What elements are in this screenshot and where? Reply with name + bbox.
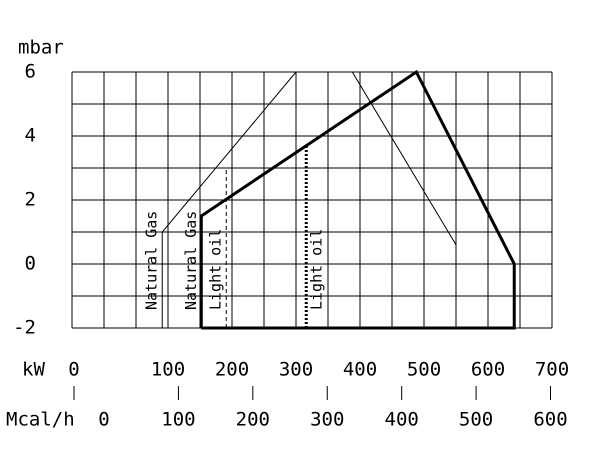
- x-tick-label: 400: [343, 359, 377, 381]
- y-tick-label: 2: [25, 189, 36, 211]
- x2-tick-label: 200: [236, 409, 270, 431]
- series-label: Light oil: [207, 229, 225, 310]
- y-tick-label: -2: [13, 317, 36, 339]
- series-label: Natural Gas: [182, 211, 200, 310]
- x-tick-label: 200: [215, 359, 249, 381]
- x-origin-label: 0: [68, 359, 79, 381]
- x2-tick-label: 400: [385, 409, 419, 431]
- x2-tick-label: 100: [161, 409, 195, 431]
- x2-axis-label: Mcal/h: [6, 409, 75, 431]
- working-field-line: [199, 69, 516, 330]
- x2-tick-label: 300: [310, 409, 344, 431]
- x2-tick-label: 600: [533, 409, 567, 431]
- y-tick-label: 4: [25, 125, 36, 147]
- x-tick-label: 100: [151, 359, 185, 381]
- series-label: Natural Gas: [143, 211, 161, 310]
- y-tick-label: 0: [25, 253, 36, 275]
- y-axis-label: mbar: [18, 37, 64, 59]
- x-tick-label: 500: [407, 359, 441, 381]
- x-tick-label: 300: [279, 359, 313, 381]
- x-axis-label: kW: [22, 359, 45, 381]
- x2-tick-label: 500: [459, 409, 493, 431]
- series-label: Light oil: [308, 229, 326, 310]
- y-tick-label: 6: [25, 61, 36, 83]
- x-tick-label: 600: [471, 359, 505, 381]
- x-tick-label: 700: [535, 359, 569, 381]
- x2-origin-label: 0: [98, 409, 109, 431]
